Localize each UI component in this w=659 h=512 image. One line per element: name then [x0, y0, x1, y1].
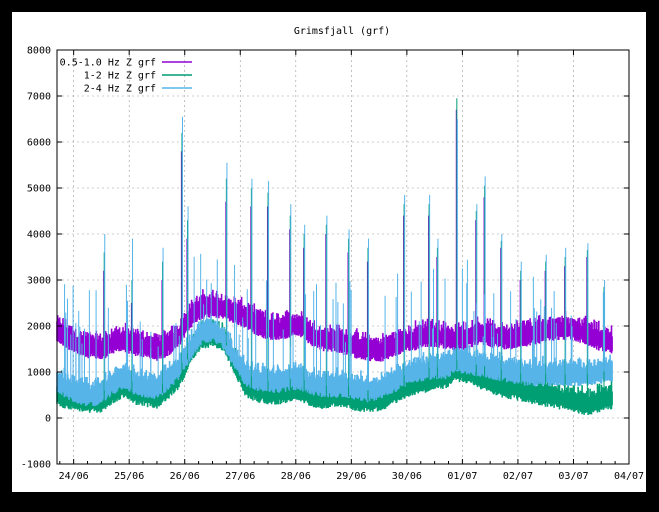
x-tick-label: 29/06 [336, 471, 366, 482]
x-tick-label: 28/06 [281, 471, 311, 482]
chart: Grimsfjall (grf) -1000 0 1000 2000 3000 4000 5… [21, 26, 644, 482]
legend-label: 1-2 Hz Z grf [84, 71, 156, 82]
y-axis: -1000 0 1000 2000 3000 4000 5000 6000 7000 8000 [21, 46, 629, 471]
series-line [56, 304, 613, 352]
y-tick-label: 1000 [27, 368, 51, 379]
x-axis: 24/06 25/06 26/06 27/06 28/06 29/06 30/06 01/07… [59, 50, 644, 482]
chart-title: Grimsfjall (grf) [294, 26, 390, 37]
y-tick-label: 0 [45, 414, 51, 425]
x-tick-label: 25/06 [114, 471, 144, 482]
legend-label: 2-4 Hz Z grf [84, 84, 156, 95]
x-tick-label: 26/06 [170, 471, 200, 482]
y-tick-label: 5000 [27, 184, 51, 195]
plot-border [56, 49, 630, 465]
y-tick-label: 2000 [27, 322, 51, 333]
series-line [56, 330, 613, 396]
chart-frame: Grimsfjall (grf) -1000 0 1000 2000 3000 4000 5… [12, 12, 646, 492]
spikes [64, 98, 606, 404]
x-tick-label: 03/07 [558, 471, 588, 482]
y-tick-label: 4000 [27, 230, 51, 241]
x-tick-label: 01/07 [447, 471, 477, 482]
x-tick-label: 02/07 [503, 471, 533, 482]
y-tick-label: 8000 [27, 46, 51, 57]
y-tick-label: -1000 [21, 460, 51, 471]
legend: 0.5-1.0 Hz Z grf 1-2 Hz Z grf 2-4 Hz Z grf [60, 58, 192, 95]
y-tick-label: 7000 [27, 92, 51, 103]
x-tick-label: 27/06 [225, 471, 255, 482]
x-tick-label: 04/07 [614, 471, 644, 482]
y-tick-label: 3000 [27, 276, 51, 287]
x-tick-label: 24/06 [59, 471, 89, 482]
legend-label: 0.5-1.0 Hz Z grf [60, 58, 156, 69]
series-layer [56, 98, 613, 415]
y-tick-label: 6000 [27, 138, 51, 149]
x-tick-label: 30/06 [392, 471, 422, 482]
